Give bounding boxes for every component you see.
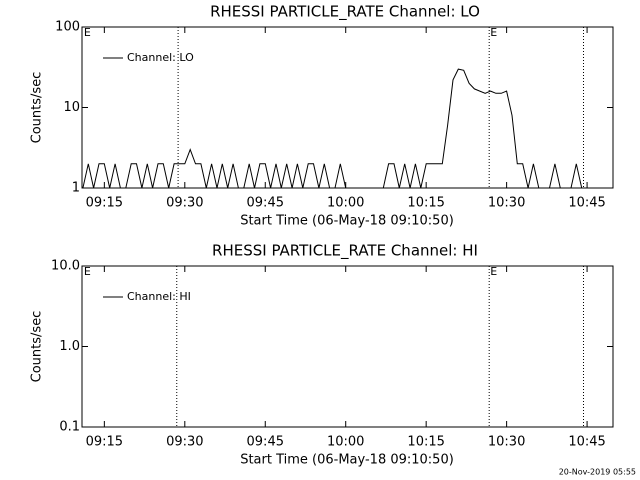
legend-label: Channel: HI xyxy=(127,290,191,303)
y-tick-label: 1 xyxy=(72,181,80,196)
chart-title: RHESSI PARTICLE_RATE Channel: LO xyxy=(210,3,480,22)
y-tick-label: 1.0 xyxy=(59,339,80,354)
x-axis-label: Start Time (06-May-18 09:10:50) xyxy=(240,453,454,468)
x-tick-label: 09:15 xyxy=(86,435,123,450)
event-label: E xyxy=(84,26,91,39)
x-tick-label: 10:00 xyxy=(327,196,364,211)
x-tick-label: 09:45 xyxy=(247,435,284,450)
y-tick-label: 0.1 xyxy=(59,420,80,435)
x-tick-label: 09:30 xyxy=(166,435,203,450)
legend-label: Channel: LO xyxy=(127,51,194,64)
x-tick-label: 10:30 xyxy=(488,196,525,211)
footer: 20-Nov-2019 05:55 xyxy=(559,468,636,477)
event-label: E xyxy=(490,265,497,278)
y-tick-label: 10.0 xyxy=(51,259,80,274)
data-line xyxy=(82,68,609,189)
chart-title: RHESSI PARTICLE_RATE Channel: HI xyxy=(212,242,478,261)
x-tick-label: 10:45 xyxy=(568,196,605,211)
x-tick-label: 10:15 xyxy=(407,435,444,450)
event-label: E xyxy=(490,26,497,39)
event-label: E xyxy=(84,265,91,278)
x-tick-label: 09:30 xyxy=(166,196,203,211)
x-tick-label: 10:45 xyxy=(568,435,605,450)
y-tick-label: 100 xyxy=(55,20,80,35)
x-tick-label: 09:15 xyxy=(86,196,123,211)
x-tick-label: 10:15 xyxy=(407,196,444,211)
y-axis-label: Counts/sec xyxy=(30,72,45,144)
x-tick-label: 09:45 xyxy=(247,196,284,211)
y-tick-label: 10 xyxy=(63,100,80,115)
y-axis-label: Counts/sec xyxy=(30,311,45,383)
x-tick-label: 10:00 xyxy=(327,435,364,450)
x-axis-label: Start Time (06-May-18 09:10:50) xyxy=(240,214,454,229)
x-tick-label: 10:30 xyxy=(488,435,525,450)
